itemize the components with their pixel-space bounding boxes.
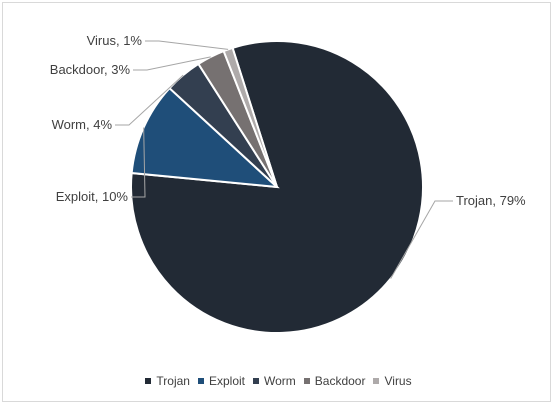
data-label-exploit: Exploit, 10% (56, 189, 129, 204)
pie-slice-virus (222, 46, 278, 188)
legend-swatch-trojan (145, 377, 152, 384)
legend-item-virus: Virus (373, 374, 412, 388)
data-label-trojan: Trojan, 79% (456, 193, 526, 208)
legend-item-worm: Worm (253, 374, 296, 388)
data-label-virus: Virus, 1% (87, 33, 143, 48)
legend-label-trojan: Trojan (156, 374, 190, 388)
leader-line-trojan (390, 200, 453, 279)
legend-item-exploit: Exploit (197, 374, 245, 388)
legend-label-worm: Worm (264, 374, 296, 388)
legend: Trojan Exploit Worm Backdoor Virus (0, 374, 557, 388)
leader-line-backdoor (133, 56, 211, 71)
legend-swatch-exploit (197, 377, 204, 384)
legend-swatch-backdoor (303, 377, 310, 384)
legend-item-trojan: Trojan (145, 374, 190, 388)
legend-swatch-virus (373, 377, 380, 384)
leader-line-exploit (131, 127, 146, 198)
data-label-backdoor: Backdoor, 3% (50, 62, 131, 77)
data-label-worm: Worm, 4% (52, 117, 113, 132)
leader-line-worm (115, 74, 184, 126)
legend-item-backdoor: Backdoor (303, 374, 366, 388)
leader-line-virus (145, 40, 229, 50)
legend-label-exploit: Exploit (208, 374, 245, 388)
legend-label-backdoor: Backdoor (314, 374, 366, 388)
legend-swatch-worm (253, 377, 259, 384)
legend-label-virus: Virus (384, 374, 412, 388)
